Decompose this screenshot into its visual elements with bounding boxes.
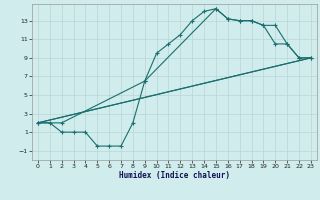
X-axis label: Humidex (Indice chaleur): Humidex (Indice chaleur) xyxy=(119,171,230,180)
